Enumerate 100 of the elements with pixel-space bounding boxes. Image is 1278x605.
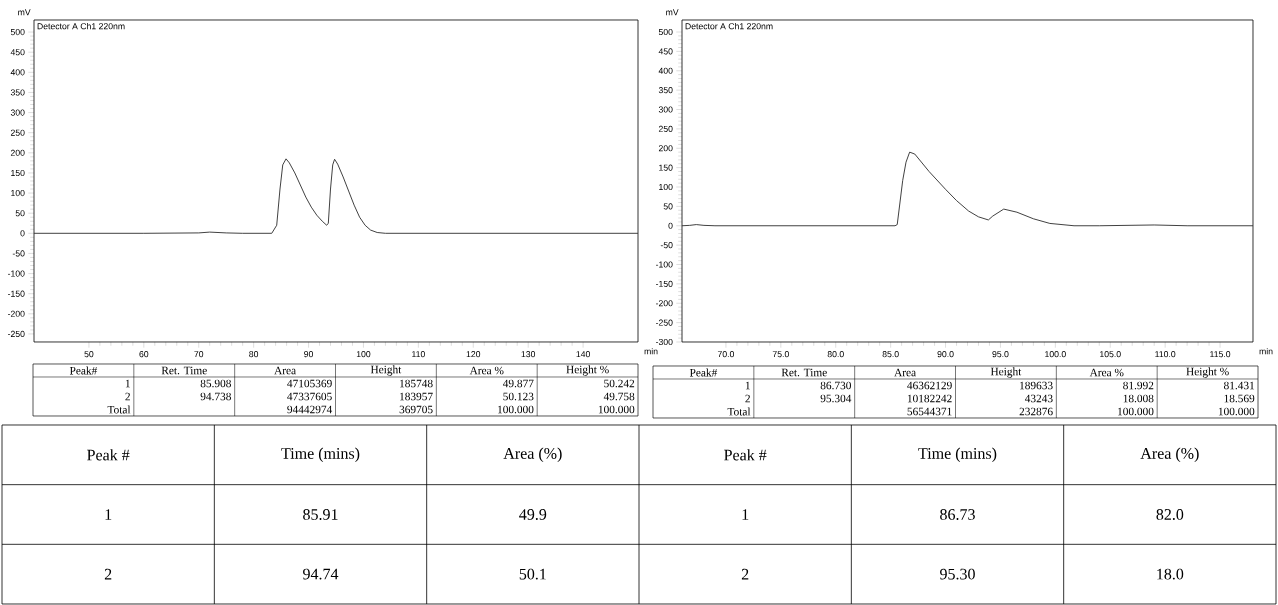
y-axis-title: mV [666,9,679,16]
x-tick-label: 70.0 [717,351,735,358]
text: 86.730 [820,381,851,390]
text: 49.758 [603,392,635,401]
y-tick-label: 200 [10,149,25,156]
x-tick-label: 60 [139,351,149,358]
y-axis-title: mV [18,9,31,16]
text: 185748 [400,379,433,388]
y-tick-label: 300 [10,109,25,116]
text: Peak# [689,368,718,377]
x-tick-label: 70 [194,351,204,358]
text: Time (mins) [281,447,360,463]
text: 94.74 [303,568,339,580]
annotation: Detector A Ch1 220nm [37,22,125,30]
y-tick-label: 400 [10,69,25,76]
text: 10182242 [907,394,952,403]
y-tick-label: -150 [655,280,673,287]
x-tick-label: 75.0 [772,351,789,358]
y-tick-label: -300 [655,338,673,346]
text: 50.123 [503,392,534,401]
text: 85.91 [303,509,338,520]
text: Ret. Time [161,366,207,375]
y-tick-label: 150 [11,169,25,176]
text: Peak # [87,449,130,461]
y-tick-label: -50 [660,242,673,249]
text: 56544371 [907,407,952,416]
text: 49.877 [502,379,534,388]
text: Height % [1186,367,1229,378]
x-tick-label: 130 [521,351,536,358]
text: 47337605 [287,392,332,401]
line-series [34,158,639,234]
text: 100.000 [1118,407,1154,416]
x-tick-label: 50 [84,351,94,358]
y-tick-label: 250 [10,129,25,136]
x-axis-title: min [644,348,658,355]
text: 86.73 [940,509,975,520]
text: 46362129 [907,381,952,390]
text: Area [274,366,296,375]
text: 183957 [400,392,433,401]
text: 49.9 [519,509,547,520]
y-tick-label: 50 [15,210,25,217]
annotation: Detector A Ch1 220nm [685,22,773,30]
y-tick-label: -100 [7,270,25,277]
text: Area (%) [503,447,562,463]
text: Total [727,407,751,416]
text: 50.242 [604,379,635,388]
text: 82.0 [1156,509,1184,520]
text: 50.1 [519,568,546,580]
text: Area % [469,366,504,375]
text: 1 [105,509,112,520]
x-tick-label: 85.0 [882,351,899,358]
text: 2 [745,394,750,403]
text: 18.569 [1224,394,1255,403]
text: Height [370,365,402,376]
text: 85.908 [200,379,231,388]
x-tick-label: 90 [304,351,314,358]
x-tick-label: 120 [466,351,481,358]
x-tick-label: 80.0 [827,351,844,358]
text: 100.000 [1218,407,1255,416]
y-tick-label: -250 [7,330,25,337]
x-tick-label: 80 [249,351,259,358]
text: 94442974 [287,405,333,414]
text: 1 [742,509,749,520]
x-tick-label: 110 [412,351,425,358]
text: 100.000 [598,405,635,414]
text: Peak# [69,366,98,375]
text: 2 [104,568,112,580]
x-tick-label: 90.0 [937,351,954,358]
text: 18.0 [1157,568,1184,580]
x-tick-label: 100 [356,351,371,358]
x-axis-title: min [1259,348,1273,355]
text: 94.738 [200,392,231,401]
text: 81.992 [1123,381,1154,390]
text: 18.008 [1123,394,1154,403]
text: 1 [125,379,130,388]
y-tick-label: 100 [11,190,25,197]
y-tick-label: 350 [10,89,25,96]
text: Height [990,367,1022,378]
y-tick-label: 400 [658,67,673,74]
line-series [682,151,1253,227]
x-tick-label: 115.0 [1210,351,1231,358]
x-tick-label: 100.0 [1045,351,1066,358]
x-tick-label: 140 [576,351,590,358]
text: 1 [745,381,750,390]
x-tick-label: 105.0 [1100,351,1121,358]
x-tick-label: 110.0 [1155,351,1176,358]
text: Time (mins) [918,447,997,463]
text: 100.000 [498,405,534,414]
x-tick-label: 95.0 [992,351,1009,358]
y-tick-label: 450 [658,48,673,55]
y-tick-label: 500 [10,29,25,36]
text: 47105369 [287,379,332,388]
y-tick-label: -200 [7,310,25,317]
y-tick-label: 100 [659,183,673,191]
y-tick-label: 350 [658,87,673,94]
text: 369705 [399,405,433,414]
text: 95.30 [940,568,975,580]
y-tick-label: -250 [655,319,673,326]
text: 43243 [1024,394,1053,403]
y-tick-label: 150 [659,164,673,171]
